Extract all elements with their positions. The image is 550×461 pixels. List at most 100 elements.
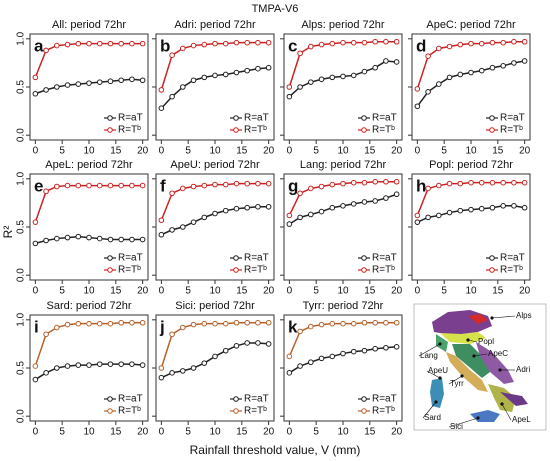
data-point: [350, 179, 357, 186]
x-tick-label: 10: [83, 427, 95, 438]
map-label: ApeL: [512, 415, 531, 424]
data-point: [54, 84, 60, 90]
data-point: [308, 79, 314, 85]
data-point: [233, 319, 240, 326]
data-point: [265, 203, 272, 210]
x-tick-label: 20: [391, 427, 403, 438]
data-point: [478, 205, 485, 212]
data-point: [139, 319, 146, 326]
panel-letter: h: [416, 176, 426, 195]
data-point: [425, 185, 431, 192]
region-apec: [452, 344, 490, 378]
data-point: [64, 182, 71, 189]
data-point: [212, 40, 218, 47]
map-dot: [476, 416, 480, 420]
data-point: [222, 71, 229, 78]
data-point: [190, 219, 197, 225]
data-point: [139, 40, 146, 47]
panel-letter: b: [160, 36, 170, 55]
data-point: [255, 65, 261, 72]
x-tick-label: 5: [59, 286, 65, 297]
data-point: [96, 361, 103, 367]
legend-marker: [107, 267, 113, 273]
x-tick-label: 15: [110, 427, 122, 438]
x-tick-label: 0: [159, 146, 165, 157]
data-point: [190, 183, 197, 190]
data-point: [340, 203, 346, 209]
data-point: [372, 319, 378, 326]
data-point: [190, 365, 197, 371]
data-point: [489, 204, 496, 211]
x-tick-label: 15: [236, 146, 248, 157]
data-point: [446, 180, 453, 187]
legend-marker: [489, 127, 495, 133]
data-point: [158, 105, 165, 111]
data-point: [308, 43, 314, 50]
data-point: [32, 240, 39, 247]
x-tick-label: 20: [519, 146, 531, 157]
data-point: [54, 235, 60, 242]
data-point: [201, 41, 208, 48]
data-point: [96, 79, 103, 85]
x-tick-label: 0: [159, 427, 165, 438]
y-tick-label: 0.5: [16, 220, 27, 234]
data-point: [64, 82, 71, 88]
data-point: [43, 188, 49, 195]
data-point: [43, 87, 49, 93]
panel-title: All: period 72hr: [52, 19, 126, 31]
map-dot: [472, 354, 476, 358]
data-point: [478, 179, 485, 186]
data-point: [180, 368, 186, 374]
panel-title: ApeL: period 72hr: [45, 159, 133, 171]
data-point: [500, 179, 506, 186]
map-label: ApeU: [428, 366, 448, 375]
data-point: [329, 181, 336, 188]
data-point: [511, 179, 517, 186]
data-point: [318, 183, 325, 190]
data-point: [212, 72, 218, 79]
data-point: [212, 320, 218, 327]
data-point: [158, 365, 165, 371]
y-tick-label: 1.0: [16, 312, 27, 326]
data-point: [372, 345, 378, 352]
panel-title: Tyrr: period 72hr: [303, 300, 384, 312]
data-point: [233, 39, 240, 46]
data-point: [318, 76, 325, 83]
map-pointer: [448, 375, 463, 385]
data-point: [286, 370, 293, 376]
x-tick-label: 20: [137, 146, 149, 157]
data-point: [129, 319, 135, 326]
data-point: [500, 63, 506, 69]
legend-marker: [233, 267, 239, 273]
data-point: [436, 182, 442, 189]
panel-letter: g: [288, 176, 298, 195]
panel-title: Alps: period 72hr: [301, 19, 384, 31]
x-axis-label: Rainfall threshold value, V (mm): [190, 443, 361, 457]
data-point: [86, 320, 92, 327]
x-tick-label: 5: [185, 286, 191, 297]
data-point: [350, 348, 357, 355]
legend-label: R=Tᵇ: [372, 125, 395, 136]
data-point: [297, 50, 303, 57]
panel-title: Sici: period 72hr: [175, 300, 255, 312]
data-point: [212, 181, 218, 188]
data-point: [64, 41, 71, 48]
region-apel: [488, 384, 516, 412]
legend-marker: [107, 408, 113, 414]
data-point: [372, 64, 378, 71]
data-point: [318, 321, 325, 328]
data-point: [86, 362, 92, 368]
data-point: [478, 67, 485, 74]
legend-label: R=Tᵇ: [244, 406, 267, 417]
x-tick-label: 15: [236, 286, 248, 297]
data-point: [511, 60, 517, 66]
legend-label: R=Tᵇ: [372, 265, 395, 276]
data-point: [340, 320, 346, 327]
legend-marker: [107, 127, 113, 133]
legend-label: R=aT: [372, 394, 397, 405]
data-point: [340, 39, 346, 46]
data-point: [350, 320, 357, 327]
data-point: [329, 320, 336, 327]
figure-title: TMPA-V6: [252, 3, 299, 15]
